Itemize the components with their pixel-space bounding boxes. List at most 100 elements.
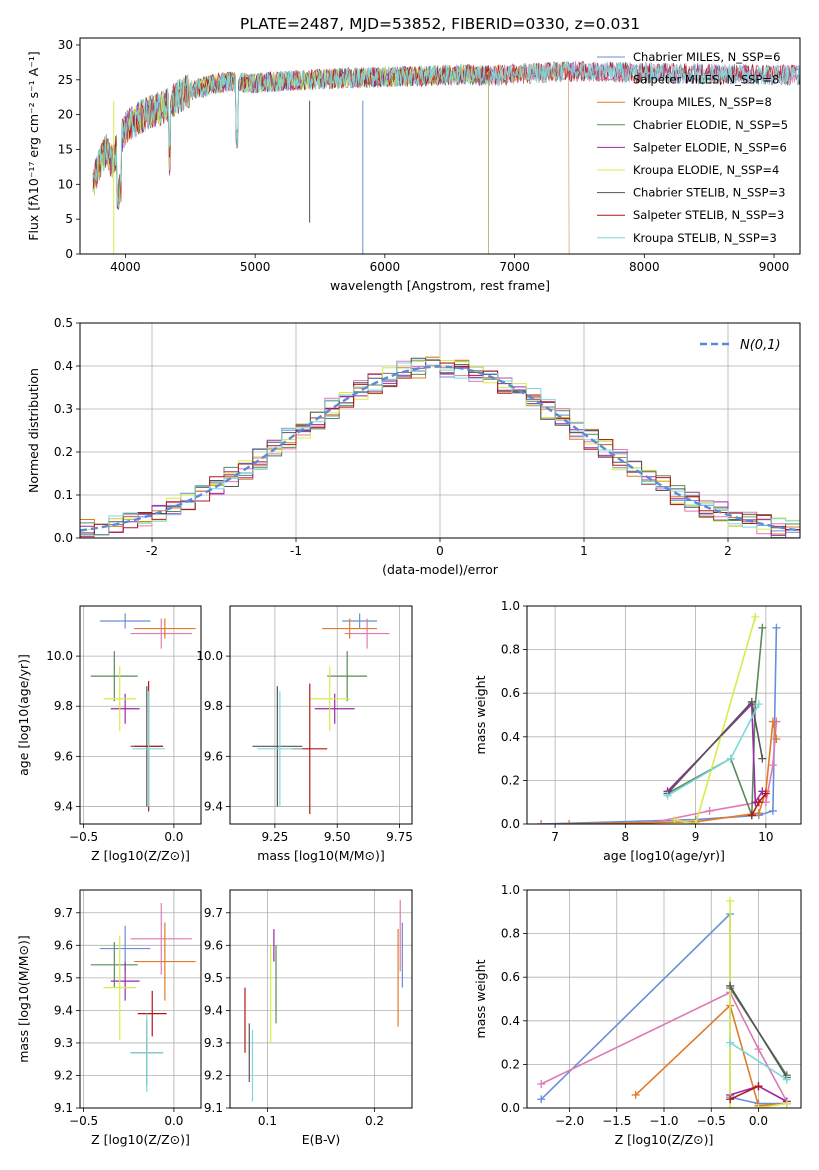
x-tick-label: 7000	[499, 260, 530, 274]
weight-marker-chabrier-miles	[772, 623, 781, 632]
legend-entry-kroupa-stelib: Kroupa STELIB, N_SSP=3	[633, 231, 777, 245]
y-tick-label: 0.0	[501, 817, 520, 831]
x-tick-label: -2	[146, 544, 158, 558]
y-tick-label: 9.1	[54, 1101, 73, 1115]
axes-frame	[526, 605, 802, 825]
weight-marker-kroupa-elodie	[726, 1104, 735, 1108]
x-axis-label: (data-model)/error	[382, 562, 499, 577]
y-tick-label: 9.7	[54, 906, 73, 920]
y-tick-label: 0	[65, 247, 73, 261]
plot-area	[537, 612, 781, 824]
plot-area	[80, 356, 800, 538]
weight-marker-salpeter-stelib	[747, 811, 756, 820]
x-tick-label: 9.50	[324, 830, 351, 844]
y-tick-label: 9.3	[54, 1036, 73, 1050]
weight-marker-kroupa-miles	[772, 734, 781, 743]
y-tick-label: 9.4	[204, 799, 223, 813]
y-tick-label: 9.5	[54, 971, 73, 985]
x-tick-label: 0.0	[749, 1114, 768, 1128]
axes-frame	[79, 322, 801, 539]
axes-frame	[79, 889, 202, 1109]
spectrum-line-salpeter-elodie	[92, 65, 489, 254]
weight-marker-salpeter-miles	[705, 806, 714, 815]
y-tick-label: 0.8	[501, 643, 520, 657]
x-tick-label: 0.0	[164, 1114, 183, 1128]
panel-age-vs-mass: 9.25 9.50 9.75 9.4 9.6 9.8 10.0 mass [log10(M/M…	[196, 605, 413, 863]
y-tick-label: 1.0	[501, 883, 520, 897]
x-axis-label: mass [log10(M/M⊙)]	[257, 848, 385, 863]
x-tick-label: 1	[580, 544, 588, 558]
weight-marker-kroupa-elodie	[751, 612, 760, 621]
y-tick-label: 0.1	[54, 488, 73, 502]
spectrum-line-chabrier-elodie	[92, 65, 489, 254]
legend-entry-kroupa-elodie: Kroupa ELODIE, N_SSP=4	[633, 163, 779, 177]
x-tick-label: -1	[290, 544, 302, 558]
y-tick-label: 9.3	[204, 1036, 223, 1050]
weight-line-kroupa-elodie	[729, 900, 787, 1108]
y-tick-label: 30	[58, 38, 73, 52]
plot-area	[90, 903, 196, 1092]
legend-entry-chabrier-elodie: Chabrier ELODIE, N_SSP=5	[633, 118, 788, 132]
y-tick-label: 0.2	[501, 1057, 520, 1071]
y-tick-label: 0.4	[501, 1014, 520, 1028]
x-tick-label: 4000	[110, 260, 141, 274]
axes-frame	[526, 889, 802, 1109]
y-axis-label: Flux [fλ10⁻¹⁷ erg cm⁻² s⁻¹ A⁻¹]	[26, 51, 41, 240]
y-tick-label: 9.7	[204, 906, 223, 920]
weight-line-kroupa-stelib	[667, 703, 760, 797]
y-tick-label: 0.3	[54, 402, 73, 416]
panel-mass-vs-ebv: 0.1 0.2 9.1 9.2 9.3 9.4 9.5 9.6 9.7 E(B-V)	[204, 889, 413, 1147]
x-tick-label: −0.5	[69, 1114, 98, 1128]
x-tick-label: −1.0	[649, 1114, 678, 1128]
weight-line-chabrier-stelib	[729, 985, 788, 1078]
y-tick-label: 9.6	[54, 749, 73, 763]
weight-marker-kroupa-elodie	[782, 1099, 791, 1108]
legend-entry-chabrier-miles: Chabrier MILES, N_SSP=6	[633, 50, 780, 64]
y-tick-label: 0.2	[54, 445, 73, 459]
x-tick-label: 9.75	[386, 830, 413, 844]
y-tick-label: 25	[58, 73, 73, 87]
y-tick-label: 9.2	[54, 1068, 73, 1082]
y-tick-label: 0.4	[501, 730, 520, 744]
x-tick-label: 8	[622, 830, 630, 844]
axes-frame	[79, 37, 801, 255]
x-tick-label: 9.25	[262, 830, 289, 844]
panel-spectrum: 4000 5000 6000 7000 8000 9000 0 5 10 15 20 25 30 wave…	[26, 37, 801, 293]
weight-marker-salpeter-miles	[537, 1080, 546, 1089]
y-tick-label: 9.4	[54, 1003, 73, 1017]
y-tick-label: 9.1	[204, 1101, 223, 1115]
weight-marker-salpeter-stelib	[754, 1082, 763, 1091]
y-tick-label: 10.0	[196, 649, 223, 663]
plot-area	[92, 60, 800, 254]
x-axis-label: Z [log10(Z/Z⊙)]	[91, 1132, 190, 1147]
y-tick-label: 0.6	[501, 686, 520, 700]
weight-marker-kroupa-elodie	[726, 896, 735, 905]
panel-residuals: -2 -1 0 1 2 0.0 0.1 0.2 0.3 0.4 0.5 (data-model)/er…	[26, 316, 801, 577]
x-axis-label: age [log10(age/yr)]	[603, 848, 725, 863]
panel-weight-vs-age: 7 8 9 10 0.0 0.2 0.4 0.6 0.8 1.0 age [log10(age/yr…	[473, 599, 802, 863]
x-tick-label: 2	[724, 544, 732, 558]
weight-marker-kroupa-stelib	[782, 1075, 791, 1084]
y-tick-label: 9.5	[204, 971, 223, 985]
y-tick-label: 9.6	[204, 938, 223, 952]
x-axis-label: wavelength [Angstrom, rest frame]	[330, 278, 550, 293]
y-axis-label: mass [log10(M/M⊙)]	[16, 935, 31, 1063]
x-axis-label: Z [log10(Z/Z⊙)]	[91, 848, 190, 863]
spectrum-line-kroupa-elodie	[92, 64, 489, 254]
y-axis-label: age [log10(age/yr)]	[16, 654, 31, 776]
y-tick-label: 9.6	[54, 938, 73, 952]
weight-marker-chabrier-miles	[537, 1095, 546, 1104]
y-tick-label: 10.0	[46, 649, 73, 663]
x-tick-label: 6000	[370, 260, 401, 274]
plot-area	[252, 613, 390, 814]
weight-marker-kroupa-stelib	[663, 791, 672, 800]
histogram-salpeter-stelib	[80, 362, 800, 537]
y-tick-label: 9.4	[204, 1003, 223, 1017]
weight-marker-salpeter-stelib	[754, 798, 763, 807]
spectrum-line-kroupa-miles	[92, 61, 570, 254]
panel-age-vs-Z: −0.5 0.0 9.4 9.6 9.8 10.0 Z [log10(Z/Z⊙)] age […	[16, 605, 202, 863]
weight-line-kroupa-stelib	[729, 1041, 788, 1081]
weight-marker-kroupa-elodie	[670, 815, 679, 824]
weight-marker-kroupa-miles	[754, 809, 763, 818]
y-tick-label: 20	[58, 108, 73, 122]
